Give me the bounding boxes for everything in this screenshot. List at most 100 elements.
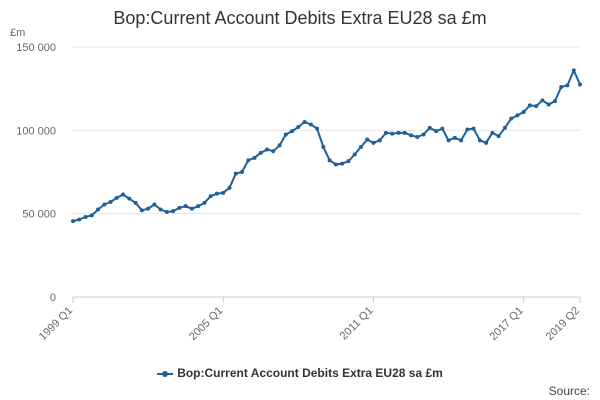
- data-point[interactable]: [121, 192, 126, 197]
- data-point[interactable]: [271, 149, 276, 154]
- data-point[interactable]: [509, 116, 514, 121]
- data-point[interactable]: [484, 140, 489, 145]
- data-point[interactable]: [371, 140, 376, 145]
- series-line: [72, 69, 581, 223]
- data-point[interactable]: [233, 171, 238, 176]
- data-point[interactable]: [515, 113, 520, 118]
- data-point[interactable]: [158, 207, 163, 212]
- data-point[interactable]: [521, 110, 526, 114]
- data-point[interactable]: [459, 138, 464, 143]
- x-tick-label: 2017 Q1: [487, 305, 525, 343]
- data-point[interactable]: [258, 150, 263, 155]
- y-axis-unit-label: £m: [10, 27, 25, 39]
- data-point[interactable]: [421, 132, 426, 137]
- data-point[interactable]: [221, 190, 226, 195]
- legend-series-marker: [157, 370, 174, 377]
- data-point[interactable]: [189, 206, 194, 211]
- x-tick-label: 2005 Q1: [187, 305, 225, 343]
- data-point[interactable]: [377, 138, 382, 143]
- data-point[interactable]: [490, 130, 495, 135]
- data-point[interactable]: [246, 158, 251, 163]
- data-point[interactable]: [333, 162, 338, 167]
- data-point[interactable]: [427, 125, 432, 130]
- data-point[interactable]: [434, 129, 439, 134]
- data-point[interactable]: [240, 170, 244, 174]
- data-point[interactable]: [114, 195, 119, 200]
- data-point[interactable]: [277, 143, 282, 148]
- data-point[interactable]: [452, 135, 457, 140]
- data-point[interactable]: [321, 145, 326, 149]
- data-point[interactable]: [227, 185, 232, 190]
- data-point[interactable]: [440, 126, 445, 131]
- data-point[interactable]: [534, 104, 539, 109]
- data-point[interactable]: [171, 209, 176, 214]
- data-point[interactable]: [409, 133, 413, 138]
- x-tick-label: 2019 Q2: [544, 305, 582, 343]
- data-point[interactable]: [296, 125, 301, 129]
- data-point[interactable]: [196, 204, 201, 209]
- data-point[interactable]: [127, 196, 132, 201]
- grid-lines: [73, 46, 580, 298]
- data-point[interactable]: [71, 219, 75, 224]
- data-point[interactable]: [465, 127, 470, 132]
- data-point[interactable]: [108, 200, 113, 204]
- data-point[interactable]: [546, 102, 551, 107]
- data-point[interactable]: [540, 98, 545, 103]
- data-point[interactable]: [83, 215, 88, 219]
- data-point[interactable]: [139, 208, 144, 213]
- data-point[interactable]: [578, 82, 582, 87]
- data-point[interactable]: [152, 202, 157, 207]
- data-point[interactable]: [383, 130, 388, 135]
- y-tick-label: 100 000: [16, 125, 56, 137]
- series-layer: [71, 68, 582, 224]
- data-point[interactable]: [133, 200, 138, 205]
- legend-series-label: Bop:Current Account Debits Extra EU28 sa…: [177, 366, 443, 380]
- y-axis: £m 0 50 000 100 000 150 000: [10, 27, 56, 304]
- data-point[interactable]: [527, 103, 532, 108]
- data-point[interactable]: [502, 125, 507, 130]
- source-label: Source:: [548, 384, 590, 398]
- data-point[interactable]: [77, 217, 82, 222]
- y-tick-label: 150 000: [16, 42, 56, 54]
- data-point[interactable]: [446, 138, 451, 143]
- data-point[interactable]: [214, 191, 219, 196]
- data-point[interactable]: [327, 158, 332, 163]
- data-point[interactable]: [102, 202, 107, 207]
- y-tick-label: 0: [50, 292, 56, 304]
- data-point[interactable]: [183, 204, 188, 209]
- data-point[interactable]: [96, 207, 101, 212]
- legend[interactable]: Bop:Current Account Debits Extra EU28 sa…: [0, 366, 600, 380]
- data-point[interactable]: [565, 83, 570, 88]
- data-point[interactable]: [252, 155, 257, 160]
- data-point[interactable]: [315, 126, 320, 131]
- data-point[interactable]: [208, 194, 213, 199]
- data-point[interactable]: [496, 134, 501, 139]
- data-point[interactable]: [402, 130, 407, 135]
- x-tick-label: 1999 Q1: [37, 305, 75, 343]
- data-point[interactable]: [471, 126, 476, 131]
- data-point[interactable]: [164, 210, 169, 214]
- data-point[interactable]: [477, 138, 482, 143]
- data-point[interactable]: [290, 129, 295, 134]
- data-point[interactable]: [396, 130, 401, 135]
- data-point[interactable]: [346, 159, 351, 164]
- data-point[interactable]: [340, 161, 345, 166]
- chart-title: Bop:Current Account Debits Extra EU28 sa…: [113, 8, 487, 28]
- data-point[interactable]: [202, 200, 207, 205]
- data-point[interactable]: [552, 99, 557, 104]
- data-point[interactable]: [415, 135, 420, 139]
- data-point[interactable]: [358, 145, 363, 149]
- data-point[interactable]: [390, 131, 395, 136]
- data-point[interactable]: [571, 68, 576, 73]
- data-point[interactable]: [89, 213, 94, 218]
- data-point[interactable]: [146, 206, 151, 211]
- data-point[interactable]: [177, 205, 182, 210]
- data-point[interactable]: [302, 120, 307, 124]
- data-point[interactable]: [352, 152, 357, 157]
- data-point[interactable]: [365, 137, 370, 142]
- data-point[interactable]: [265, 147, 270, 152]
- data-point[interactable]: [283, 132, 288, 137]
- data-point[interactable]: [308, 122, 313, 127]
- data-point[interactable]: [559, 85, 564, 89]
